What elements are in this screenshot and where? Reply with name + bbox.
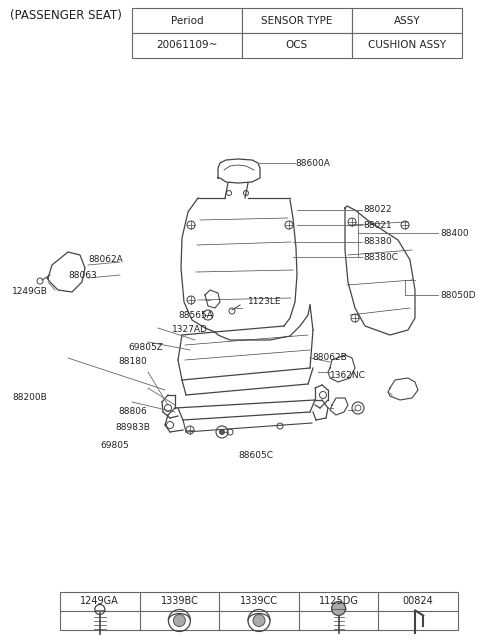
Bar <box>132 8 242 33</box>
Text: 88022: 88022 <box>363 205 392 214</box>
Text: 88983B: 88983B <box>115 424 150 433</box>
Text: 88180: 88180 <box>118 358 147 367</box>
Bar <box>352 33 462 58</box>
Bar <box>352 8 462 33</box>
Text: 88050D: 88050D <box>440 291 476 300</box>
Text: 69805Z: 69805Z <box>128 344 163 353</box>
Circle shape <box>219 429 225 435</box>
Text: 88380C: 88380C <box>363 253 398 262</box>
Text: SENSOR TYPE: SENSOR TYPE <box>261 15 333 26</box>
Bar <box>242 33 352 58</box>
Text: OCS: OCS <box>286 40 308 51</box>
Text: 88200B: 88200B <box>12 394 47 403</box>
Text: 1249GB: 1249GB <box>12 287 48 296</box>
Text: 69805: 69805 <box>100 440 129 449</box>
Text: 88380: 88380 <box>363 237 392 246</box>
Text: 00824: 00824 <box>403 596 433 607</box>
Text: CUSHION ASSY: CUSHION ASSY <box>368 40 446 51</box>
Circle shape <box>173 614 185 627</box>
Text: 88600A: 88600A <box>295 159 330 168</box>
Text: 88605C: 88605C <box>238 451 273 460</box>
Text: 1125DG: 1125DG <box>319 596 359 607</box>
Text: 1123LE: 1123LE <box>248 298 281 307</box>
Bar <box>60 592 458 630</box>
Text: 1362NC: 1362NC <box>330 371 366 380</box>
Text: ASSY: ASSY <box>394 15 420 26</box>
Bar <box>242 8 352 33</box>
Text: 88063: 88063 <box>68 271 97 280</box>
Bar <box>132 33 242 58</box>
Circle shape <box>332 602 346 616</box>
Text: 88021: 88021 <box>363 221 392 230</box>
Text: 88565A: 88565A <box>178 312 213 321</box>
Text: 1339BC: 1339BC <box>160 596 198 607</box>
Text: 20061109~: 20061109~ <box>156 40 218 51</box>
Circle shape <box>253 614 265 627</box>
Text: 88062B: 88062B <box>312 353 347 362</box>
Text: 88400: 88400 <box>440 228 468 237</box>
Text: Period: Period <box>171 15 204 26</box>
Text: (PASSENGER SEAT): (PASSENGER SEAT) <box>10 8 122 22</box>
Text: 1249GA: 1249GA <box>81 596 119 607</box>
Text: 88062A: 88062A <box>88 255 123 264</box>
Text: 88806: 88806 <box>118 408 147 417</box>
Text: 1327AD: 1327AD <box>172 326 208 335</box>
Text: 1339CC: 1339CC <box>240 596 278 607</box>
